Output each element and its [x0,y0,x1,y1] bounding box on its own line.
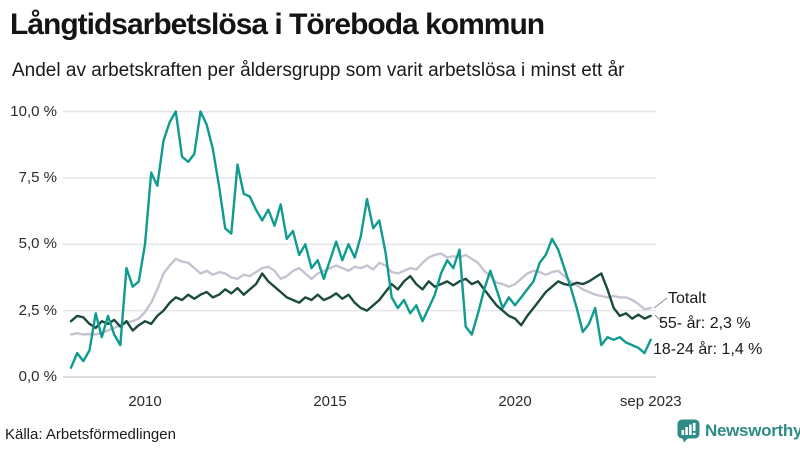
x-tick-label: 2020 [498,393,532,410]
y-tick-label: 2,5 % [18,301,57,319]
series-line-totalt [69,252,652,336]
leader-line [653,297,668,309]
series-label-18-24-ar: 18-24 år: 1,4 % [653,341,763,358]
newsworthy-logo: Newsworthy [677,419,800,443]
series-line-18-24-r [69,110,652,369]
leader-line [654,314,664,324]
series-label-55-ar: 55- år: 2,3 % [659,315,751,332]
x-tick-label: 2015 [313,393,347,410]
newsworthy-wordmark: Newsworthy [705,421,800,440]
x-tick-label: sep 2023 [619,393,682,410]
chart-subtitle: Andel av arbetskraften per åldersgrupp s… [12,60,625,81]
y-tick-label: 7,5 % [18,168,57,186]
annotation-leader-lines [653,297,668,324]
series-label-totalt: Totalt [668,290,707,307]
y-tick-label: 5,0 % [18,235,57,253]
data-series-lines [69,110,652,369]
series-line-55-r [69,272,652,332]
y-tick-label: 10,0 % [10,102,57,120]
page-title: Långtidsarbetslösa i Töreboda kommun [10,8,545,41]
source-attribution: Källa: Arbetsförmedlingen [5,426,176,443]
x-tick-label: 2010 [128,393,162,410]
y-tick-label: 0,0 % [18,368,57,385]
newsworthy-icon [677,419,700,443]
